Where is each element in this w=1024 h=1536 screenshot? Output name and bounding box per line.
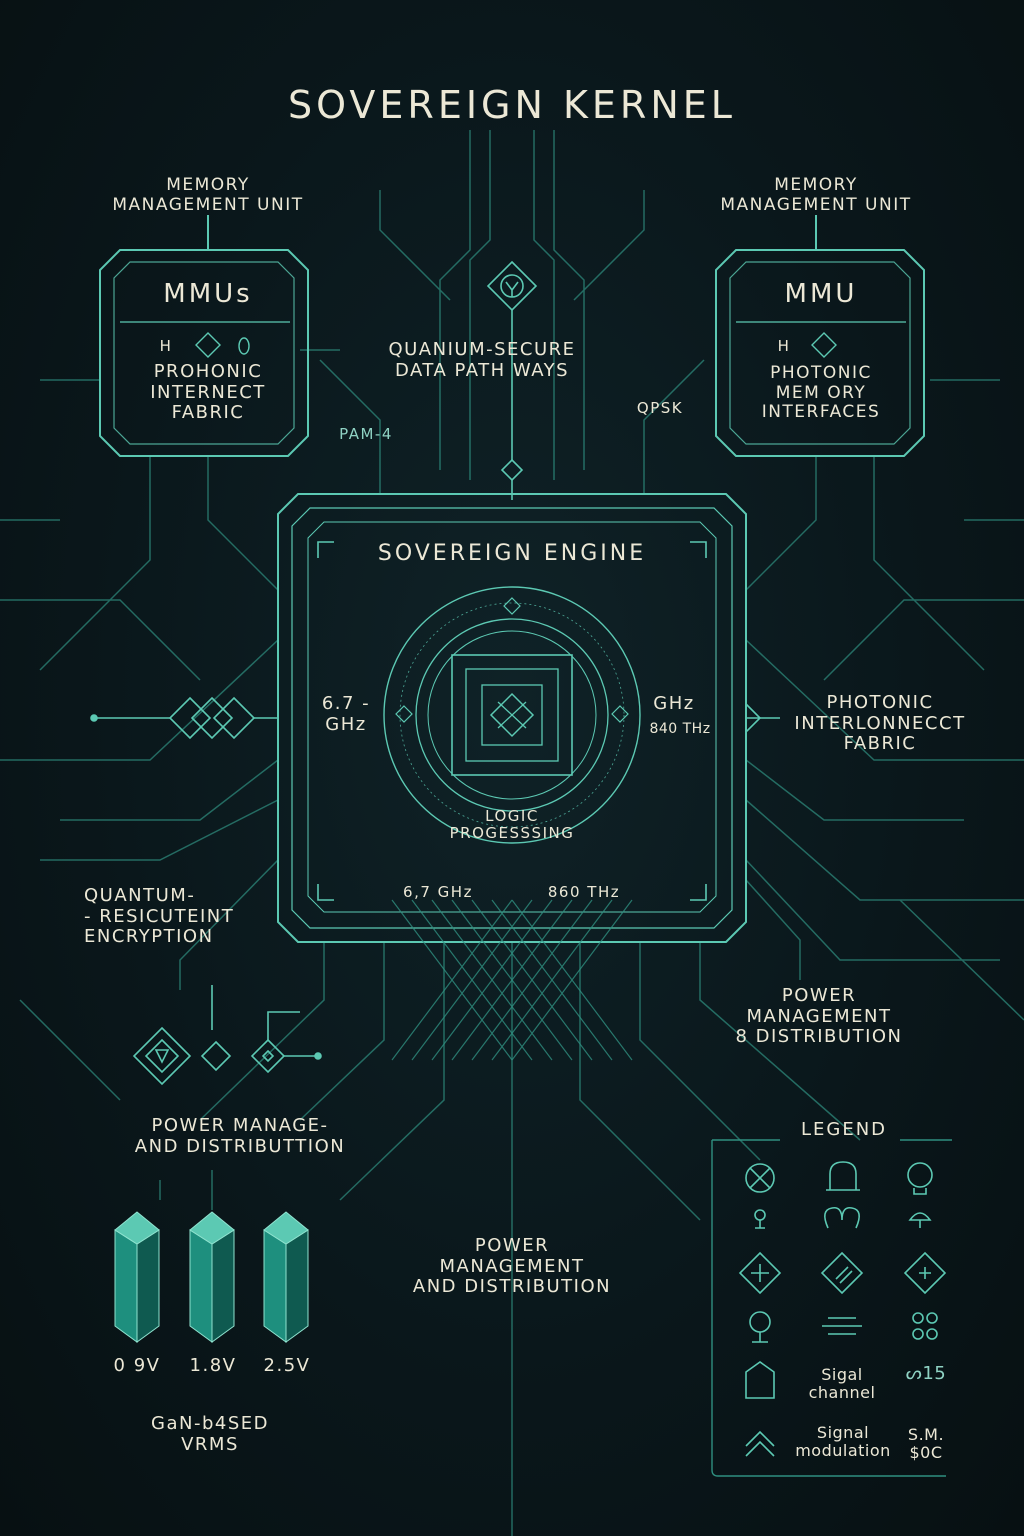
dome-icon bbox=[908, 1212, 932, 1228]
chevron-up-icon bbox=[745, 1430, 775, 1457]
qpsk-label: QPSK bbox=[636, 399, 684, 417]
diamond-slash-icon bbox=[820, 1251, 864, 1295]
vrm-caption: GaN-b4SED VRMS bbox=[151, 1413, 269, 1455]
circle-cross-icon bbox=[745, 1163, 775, 1193]
core-circles bbox=[383, 586, 641, 844]
left-module-glyph: H bbox=[159, 337, 173, 355]
left-module-label: PROHONIC INTERNECT FABRIC bbox=[150, 361, 266, 424]
vrm-crystal-2 bbox=[189, 1211, 235, 1343]
right-module-frame bbox=[715, 215, 925, 457]
photonic-fabric-label: PHOTONIC INTERLONNECCT FABRIC bbox=[794, 692, 966, 755]
rings-icon bbox=[912, 1312, 938, 1340]
page-title: SOVEREIGN KERNEL bbox=[288, 83, 736, 127]
core-label: LOGIC PROGESSSING bbox=[449, 807, 575, 843]
bulb-icon bbox=[907, 1162, 933, 1195]
legend-signal-channel: Sigal channel bbox=[808, 1365, 876, 1403]
left-module-name: MMUs bbox=[163, 279, 253, 309]
right-module-label: PHOTONIC MEM ORY INTERFACES bbox=[761, 363, 881, 423]
vrm-crystal-3 bbox=[263, 1211, 309, 1343]
loop-icon bbox=[824, 1206, 860, 1229]
vrm-crystal-1 bbox=[114, 1211, 160, 1343]
left-module-frame bbox=[99, 215, 309, 457]
pin-icon bbox=[754, 1209, 766, 1229]
pam4-label: PAM-4 bbox=[339, 425, 393, 443]
legend-icons bbox=[738, 1161, 947, 1457]
vrm-voltage-2: 1.8V bbox=[189, 1355, 237, 1376]
power-right-label: POWER MANAGEMENT 8 DISTRIBUTION bbox=[735, 985, 903, 1048]
left-knot bbox=[90, 696, 780, 740]
vrm-crystals bbox=[114, 1211, 309, 1343]
legend-code-top: ᔕ15 bbox=[905, 1363, 947, 1384]
lines-icon bbox=[822, 1317, 862, 1335]
diamond-plus-small-icon bbox=[903, 1251, 947, 1295]
right-module-glyph: H bbox=[777, 337, 791, 355]
quantum-encryption-label: QUANTUM- - RESICUTEINT ENCRYPTION bbox=[84, 885, 235, 948]
shield-node bbox=[486, 260, 538, 500]
legend-code-bottom: S.M. $0C bbox=[907, 1425, 945, 1463]
engine-bottom-right-freq: 860 THz bbox=[547, 883, 621, 901]
vrm-voltage-3: 2.5V bbox=[263, 1355, 311, 1376]
encryption-symbols bbox=[132, 985, 322, 1086]
legend-title: LEGEND bbox=[800, 1119, 888, 1140]
house-dollar-icon bbox=[745, 1361, 775, 1399]
arch-icon bbox=[826, 1161, 860, 1191]
lattice-grid bbox=[391, 899, 633, 1061]
right-module-name: MMU bbox=[784, 279, 858, 309]
legend-signal-modulation: Signal modulation bbox=[795, 1423, 891, 1461]
circuit-traces bbox=[0, 130, 1024, 1536]
engine-right-freq-bottom: 840 THz bbox=[649, 721, 711, 737]
engine-right-freq-top: GHz bbox=[653, 693, 695, 714]
legend-frame bbox=[711, 1139, 952, 1477]
engine-frame bbox=[277, 493, 747, 943]
left-module-header: MEMORY MANAGEMENT UNIT bbox=[112, 175, 304, 215]
engine-title: SOVEREIGN ENGINE bbox=[377, 541, 647, 566]
ring-pin-icon bbox=[749, 1311, 771, 1343]
vrm-voltage-1: 0 9V bbox=[113, 1355, 161, 1376]
engine-bottom-left-freq: 6,7 GHz bbox=[403, 883, 473, 901]
power-center-label: POWER MANAGEMENT AND DISTRIBUTION bbox=[412, 1235, 612, 1298]
quantum-pathways-label: QUANIUM-SECURE DATA PATH WAYS bbox=[388, 339, 576, 381]
engine-left-freq: 6.7 - GHz bbox=[321, 693, 371, 735]
engine-corners bbox=[317, 541, 707, 901]
right-module-header: MEMORY MANAGEMENT UNIT bbox=[720, 175, 912, 215]
power-left-label: POWER MANAGE- AND DISTRIBUTTION bbox=[134, 1115, 346, 1157]
diamond-plus-icon bbox=[738, 1251, 782, 1295]
